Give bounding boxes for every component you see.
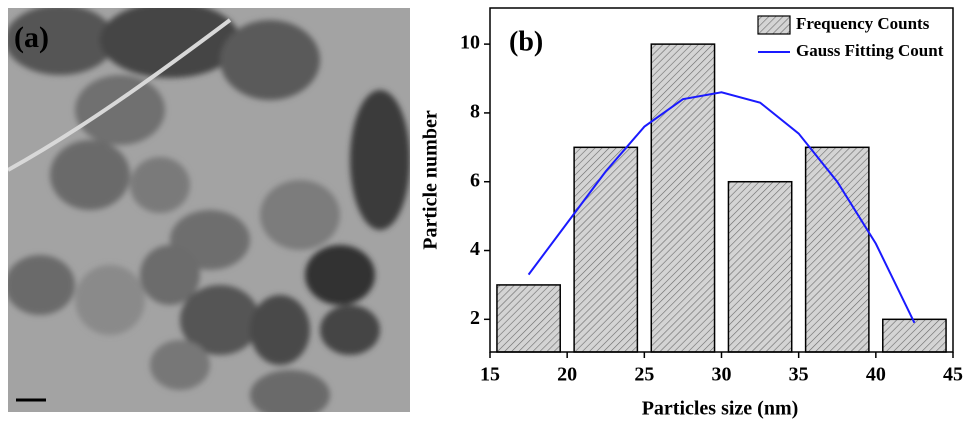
bar bbox=[650, 43, 716, 353]
panel-label: (b) bbox=[509, 26, 543, 57]
x-tick-label: 40 bbox=[866, 364, 886, 386]
fit-curve bbox=[527, 91, 916, 324]
y-tick-label: 6 bbox=[470, 169, 480, 191]
bar bbox=[882, 318, 947, 353]
panel-label: (a) bbox=[14, 21, 49, 54]
legend-label: Gauss Fitting Count bbox=[796, 41, 944, 60]
y-tick-label: 10 bbox=[460, 32, 480, 54]
x-tick-label: 20 bbox=[557, 364, 577, 386]
x-tick-label: 45 bbox=[943, 364, 963, 386]
bar bbox=[804, 146, 870, 353]
bar bbox=[573, 146, 639, 353]
y-axis-label: Particle number bbox=[420, 110, 442, 250]
y-tick-label: 2 bbox=[470, 307, 480, 329]
x-tick-label: 30 bbox=[712, 364, 732, 386]
x-tick-label: 15 bbox=[480, 364, 500, 386]
x-axis-label: Particles size (nm) bbox=[642, 398, 799, 420]
bar bbox=[727, 180, 793, 353]
tem-image: (a) bbox=[8, 8, 410, 412]
legend-swatch bbox=[757, 15, 791, 35]
y-tick-label: 4 bbox=[470, 238, 480, 260]
bar bbox=[496, 284, 561, 353]
legend-label: Frequency Counts bbox=[796, 14, 930, 33]
x-tick-label: 25 bbox=[634, 364, 654, 386]
y-tick-label: 8 bbox=[470, 101, 480, 123]
x-tick-label: 35 bbox=[789, 364, 809, 386]
